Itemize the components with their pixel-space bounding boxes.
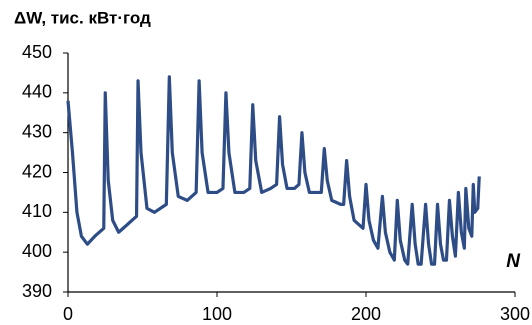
y-tick-label: 400	[22, 241, 52, 261]
data-line	[66, 75, 481, 266]
y-tick-label: 410	[22, 201, 52, 221]
chart-title: ΔW, тис. кВт·год	[14, 8, 151, 27]
y-tick-label: 420	[22, 161, 52, 181]
x-axis-label: N	[506, 251, 521, 272]
y-tick-label: 440	[22, 82, 52, 102]
y-tick-label: 450	[22, 42, 52, 62]
y-tick-label: 430	[22, 121, 52, 141]
x-tick-label: 200	[351, 304, 381, 324]
x-tick-label: 100	[202, 304, 232, 324]
x-tick-label: 300	[500, 304, 530, 324]
x-tick-label: 0	[63, 304, 73, 324]
y-tick-label: 390	[22, 281, 52, 301]
